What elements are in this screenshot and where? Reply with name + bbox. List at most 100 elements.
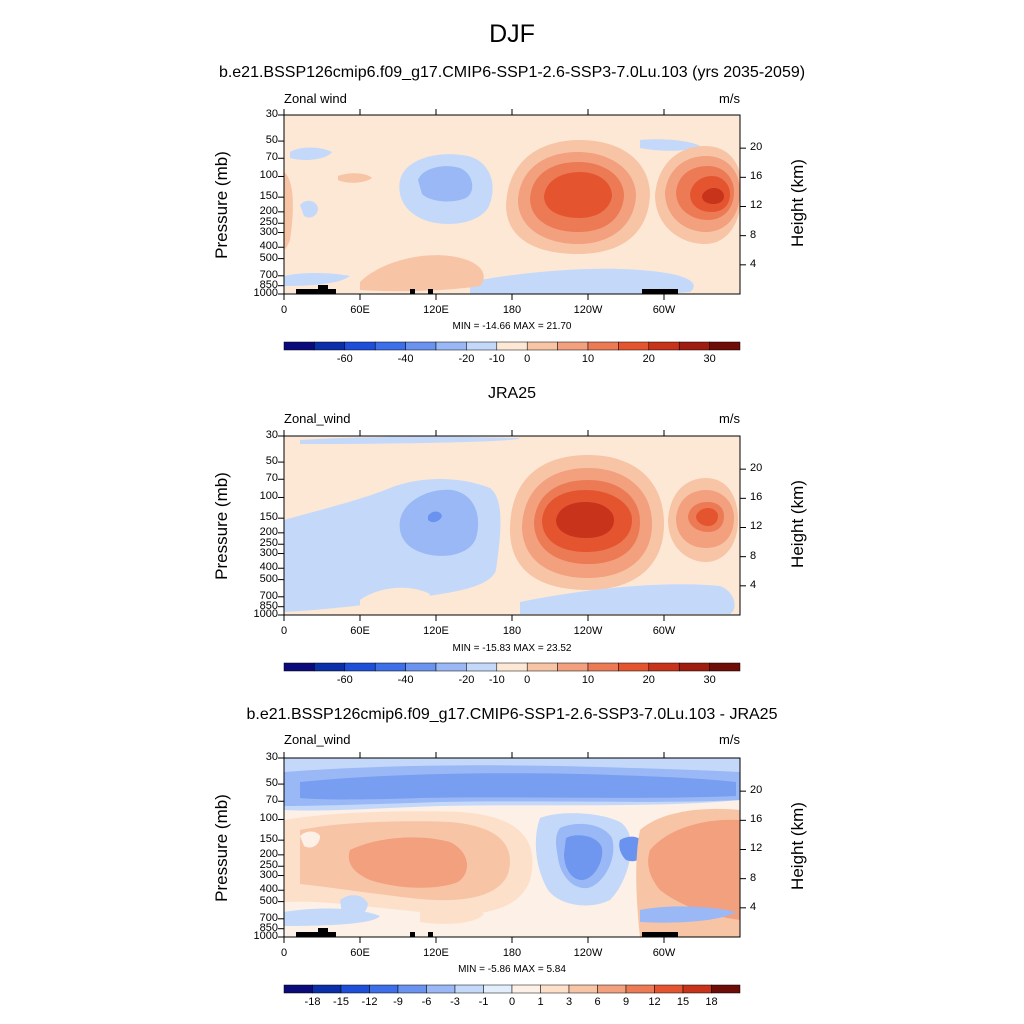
colorbar-swatch [511, 984, 541, 994]
colorbar-swatch [496, 341, 528, 351]
pressure-tick-label: 50 [265, 134, 278, 147]
colorbar-label: 0 [524, 353, 531, 365]
pressure-tick-label: 400 [259, 883, 278, 896]
panel-2-variable-label: Zonal_wind [284, 411, 351, 426]
height-tick-label: 8 [750, 228, 757, 241]
pressure-tick-label: 30 [265, 429, 278, 441]
panel-1-contour-field [284, 115, 740, 294]
longitude-tick-label: 60W [652, 947, 676, 959]
panel-3-topography [296, 928, 678, 937]
colorbar-label: 30 [703, 674, 716, 686]
colorbar-swatch [314, 662, 346, 672]
pressure-tick-label: 150 [259, 190, 278, 203]
colorbar-label: 12 [648, 996, 661, 1008]
colorbar-swatch [540, 984, 570, 994]
colorbar-label: 9 [622, 996, 630, 1008]
colorbar-swatch [678, 341, 710, 351]
colorbar-swatch [312, 984, 342, 994]
colorbar-swatch [397, 984, 427, 994]
colorbar-label: -9 [393, 996, 403, 1008]
colorbar-swatch [374, 662, 406, 672]
colorbar-swatch [405, 662, 437, 672]
pressure-tick-label: 500 [259, 572, 278, 585]
colorbar-label: -40 [397, 353, 414, 365]
colorbar-swatch [648, 341, 680, 351]
colorbar-label: 1 [537, 996, 544, 1008]
height-tick-label: 20 [750, 462, 763, 475]
longitude-tick-label: 0 [280, 304, 288, 316]
pressure-tick-label: 1000 [253, 930, 278, 942]
colorbar-label: -15 [333, 996, 349, 1008]
colorbar-swatch [618, 662, 650, 672]
colorbar-label: 3 [565, 996, 573, 1008]
colorbar-label: -60 [336, 353, 353, 365]
pressure-tick-label: 30 [265, 108, 278, 120]
pressure-tick-label: 50 [265, 777, 278, 790]
pressure-tick-label: 250 [259, 216, 278, 229]
panel-3-variable-label: Zonal_wind [284, 732, 351, 747]
pressure-tick-label: 850 [259, 599, 278, 612]
colorbar-swatch [678, 662, 710, 672]
colorbar-label: 10 [581, 353, 595, 365]
colorbar-swatch [557, 662, 589, 672]
colorbar-swatch [568, 984, 598, 994]
colorbar-label: 0 [524, 674, 531, 686]
colorbar-swatch [483, 984, 513, 994]
colorbar-swatch [374, 341, 406, 351]
panel-2-units: m/s [719, 411, 740, 426]
colorbar-label: -60 [336, 674, 353, 686]
panel-2-contour-field [284, 436, 740, 615]
panel-1-variable-label: Zonal wind [284, 91, 347, 106]
height-tick-label: 12 [750, 842, 763, 855]
colorbar-label: -12 [361, 996, 378, 1008]
pressure-tick-label: 50 [265, 455, 278, 468]
panel-3-units: m/s [719, 732, 740, 747]
colorbar-label: 18 [705, 996, 718, 1008]
colorbar-swatch [597, 984, 627, 994]
pressure-tick-label: 150 [259, 833, 278, 846]
colorbar-swatch [711, 984, 741, 994]
pressure-tick-label: 70 [265, 472, 278, 485]
colorbar-label: -1 [478, 996, 489, 1008]
colorbar-swatch [426, 984, 456, 994]
height-tick-label: 4 [750, 257, 757, 270]
height-tick-label: 20 [750, 784, 763, 797]
longitude-tick-label: 180 [502, 304, 522, 316]
height-tick-label: 16 [750, 491, 763, 504]
colorbar-label: -18 [304, 996, 321, 1008]
height-tick-label: 20 [750, 141, 763, 154]
colorbar-swatch [648, 662, 680, 672]
height-tick-label: 12 [750, 199, 763, 212]
pressure-tick-label: 700 [259, 589, 278, 602]
colorbar-swatch [709, 341, 741, 351]
colorbar-swatch [466, 341, 498, 351]
pressure-tick-label: 850 [259, 278, 278, 291]
pressure-tick-label: 200 [259, 847, 278, 860]
longitude-tick-label: 120W [573, 947, 603, 959]
pressure-tick-label: 30 [265, 751, 278, 763]
colorbar-label: 10 [581, 674, 595, 686]
longitude-tick-label: 120E [423, 625, 449, 637]
page-title: DJF [489, 20, 535, 48]
longitude-tick-label: 120W [573, 304, 603, 316]
longitude-tick-label: 60W [652, 304, 676, 316]
height-tick-label: 16 [750, 813, 763, 826]
colorbar-label: 20 [642, 353, 655, 365]
longitude-tick-label: 0 [280, 947, 288, 959]
longitude-tick-label: 120W [573, 625, 603, 637]
height-tick-label: 4 [750, 900, 757, 913]
pressure-tick-label: 400 [259, 561, 278, 574]
longitude-tick-label: 60E [350, 625, 370, 637]
panel-1-title: b.e21.BSSP126cmip6.f09_g17.CMIP6-SSP1-2.… [218, 64, 806, 81]
panel-3-contour-field [284, 758, 740, 937]
longitude-tick-label: 60E [350, 304, 370, 316]
colorbar-swatch [618, 341, 650, 351]
colorbar-swatch [454, 984, 484, 994]
pressure-tick-label: 100 [259, 812, 278, 825]
colorbar-swatch [526, 341, 558, 351]
pressure-tick-label: 700 [259, 268, 278, 281]
colorbar-label: -3 [450, 996, 460, 1008]
colorbar-swatch [526, 662, 558, 672]
height-tick-label: 8 [750, 871, 757, 884]
colorbar-label: 6 [594, 996, 601, 1008]
